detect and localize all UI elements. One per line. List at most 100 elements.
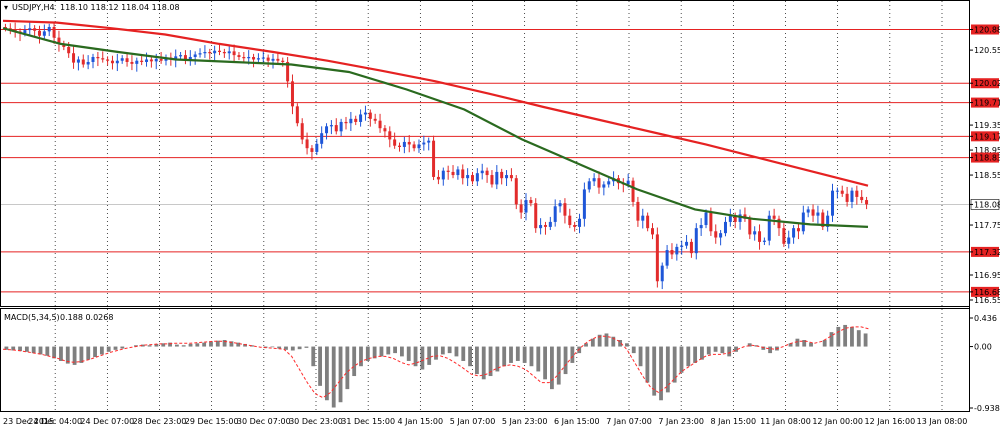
candle-body[interactable] <box>801 212 805 232</box>
candle-body[interactable] <box>485 170 489 176</box>
candle-body[interactable] <box>490 175 494 185</box>
candle-body[interactable] <box>685 241 689 246</box>
candle-body[interactable] <box>480 170 484 174</box>
candle-body[interactable] <box>602 184 606 188</box>
candle-body[interactable] <box>373 118 377 121</box>
candle-body[interactable] <box>694 228 698 254</box>
candle-body[interactable] <box>456 169 460 176</box>
candle-body[interactable] <box>592 178 596 182</box>
candle-body[interactable] <box>470 175 474 182</box>
candle-body[interactable] <box>398 145 402 147</box>
candle-body[interactable] <box>300 123 304 140</box>
candle-body[interactable] <box>777 218 781 229</box>
candle-body[interactable] <box>714 231 718 238</box>
candle-body[interactable] <box>261 57 265 59</box>
candle-body[interactable] <box>636 201 640 221</box>
candle-body[interactable] <box>646 215 650 229</box>
candle-body[interactable] <box>179 55 183 57</box>
candle-body[interactable] <box>816 212 820 216</box>
candle-body[interactable] <box>203 51 207 54</box>
candle-body[interactable] <box>28 28 32 31</box>
candle-body[interactable] <box>222 51 226 54</box>
candle-body[interactable] <box>315 143 319 152</box>
candle-body[interactable] <box>529 200 533 204</box>
candle-body[interactable] <box>782 228 786 244</box>
candle-body[interactable] <box>855 190 859 197</box>
candle-body[interactable] <box>553 206 557 222</box>
candle-body[interactable] <box>728 215 732 222</box>
candle-body[interactable] <box>806 209 810 213</box>
candlestick-series[interactable] <box>3 21 869 290</box>
candle-body[interactable] <box>655 234 659 282</box>
candle-body[interactable] <box>582 189 586 219</box>
candle-body[interactable] <box>811 209 815 216</box>
candle-body[interactable] <box>723 221 727 234</box>
candle-body[interactable] <box>762 240 766 242</box>
candle-body[interactable] <box>96 56 100 59</box>
candle-body[interactable] <box>787 237 791 244</box>
candle-body[interactable] <box>256 58 260 60</box>
candle-body[interactable] <box>135 60 139 64</box>
candle-body[interactable] <box>120 58 124 61</box>
candle-body[interactable] <box>193 54 197 57</box>
candle-body[interactable] <box>218 50 221 52</box>
candle-body[interactable] <box>140 60 144 62</box>
candle-body[interactable] <box>475 173 479 182</box>
candle-body[interactable] <box>91 56 95 62</box>
candle-body[interactable] <box>432 140 436 177</box>
candle-body[interactable] <box>110 60 114 64</box>
candle-body[interactable] <box>699 225 703 229</box>
candle-body[interactable] <box>237 55 241 57</box>
candle-body[interactable] <box>72 53 76 63</box>
candle-body[interactable] <box>738 214 742 222</box>
candle-body[interactable] <box>514 178 518 205</box>
candle-body[interactable] <box>558 203 562 207</box>
candle-body[interactable] <box>495 171 499 185</box>
candle-body[interactable] <box>651 228 654 235</box>
candle-body[interactable] <box>320 133 324 144</box>
candle-body[interactable] <box>344 121 348 124</box>
candle-body[interactable] <box>329 125 333 127</box>
candle-body[interactable] <box>796 228 800 232</box>
candle-body[interactable] <box>145 59 149 62</box>
candle-body[interactable] <box>660 265 664 282</box>
candle-body[interactable] <box>422 142 426 145</box>
candle-body[interactable] <box>393 139 397 146</box>
candle-body[interactable] <box>850 190 854 202</box>
candle-body[interactable] <box>252 56 256 60</box>
candle-body[interactable] <box>154 58 158 62</box>
candle-body[interactable] <box>47 26 51 32</box>
candle-body[interactable] <box>368 112 372 119</box>
candle-body[interactable] <box>539 225 543 229</box>
candle-body[interactable] <box>159 58 163 61</box>
candle-body[interactable] <box>208 51 212 54</box>
candle-body[interactable] <box>57 37 61 44</box>
candle-body[interactable] <box>242 56 246 59</box>
candle-body[interactable] <box>266 57 270 61</box>
candle-body[interactable] <box>101 58 105 60</box>
candle-body[interactable] <box>709 212 713 232</box>
candle-body[interactable] <box>826 215 830 227</box>
candle-body[interactable] <box>748 218 752 235</box>
candle-body[interactable] <box>845 193 849 202</box>
candle-body[interactable] <box>417 144 421 149</box>
candle-body[interactable] <box>534 203 538 229</box>
candle-body[interactable] <box>412 144 416 149</box>
candle-body[interactable] <box>670 250 674 255</box>
candle-body[interactable] <box>753 231 757 235</box>
candle-body[interactable] <box>310 148 314 152</box>
candle-body[interactable] <box>227 51 231 54</box>
candle-body[interactable] <box>378 120 382 129</box>
candle-body[interactable] <box>772 215 776 219</box>
candle-body[interactable] <box>587 181 591 190</box>
candle-body[interactable] <box>758 231 762 242</box>
candle-body[interactable] <box>290 81 294 107</box>
candle-body[interactable] <box>115 60 119 64</box>
candle-body[interactable] <box>733 215 737 222</box>
candle-body[interactable] <box>548 221 552 227</box>
candle-body[interactable] <box>519 204 523 213</box>
candle-body[interactable] <box>174 56 178 60</box>
candle-body[interactable] <box>831 190 835 216</box>
candle-body[interactable] <box>641 215 645 221</box>
